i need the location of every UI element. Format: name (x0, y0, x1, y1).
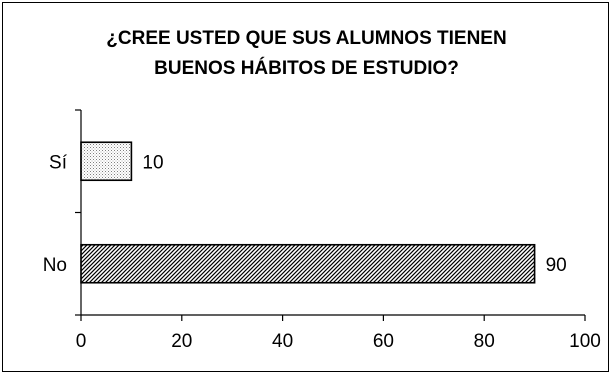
category-label-cat-0: Sí (49, 152, 68, 173)
chart-title-line-2: BUENOS HÁBITOS DE ESTUDIO? (154, 58, 459, 79)
bar-cat-0 (80, 141, 133, 182)
chart-title: ¿CREE USTED QUE SUS ALUMNOS TIENEN BUENO… (0, 24, 613, 84)
x-tick-label-0: 0 (76, 331, 87, 352)
x-tick-label-80: 80 (474, 331, 495, 352)
axes-layer (75, 109, 586, 321)
data-label-cat-0: 10 (142, 152, 163, 173)
chart-frame (2, 2, 609, 372)
x-tick-label-60: 60 (373, 331, 394, 352)
x-tick-label-40: 40 (272, 331, 293, 352)
bars-layer (80, 141, 536, 284)
x-tick-label-20: 20 (171, 331, 192, 352)
category-label-cat-1: No (43, 255, 67, 276)
chart-title-line-1: ¿CREE USTED QUE SUS ALUMNOS TIENEN (106, 28, 507, 49)
x-tick-label-100: 100 (569, 331, 601, 352)
data-label-cat-1: 90 (546, 255, 567, 276)
labels-layer: Sí 10 No 90 0 20 40 60 80 100 (43, 152, 601, 352)
bar-cat-1 (80, 243, 536, 284)
